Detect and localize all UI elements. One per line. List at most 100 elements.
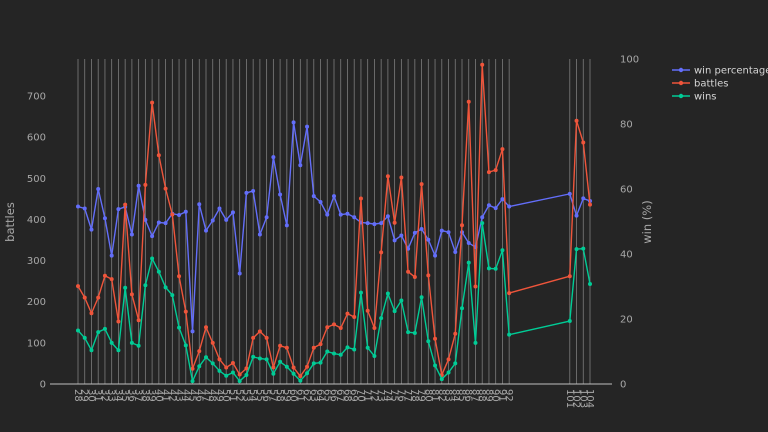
data-point (352, 347, 357, 352)
data-point (433, 253, 438, 258)
data-point (500, 248, 505, 253)
data-point (372, 222, 377, 227)
data-point (82, 206, 87, 211)
data-point (406, 269, 411, 274)
x-tick-label: 38 (139, 389, 150, 402)
data-point (500, 197, 505, 202)
data-point (271, 365, 276, 370)
data-point (426, 237, 431, 242)
y-tick-label: 100 (27, 338, 46, 349)
data-point (271, 371, 276, 376)
data-point (177, 274, 182, 279)
data-point (480, 215, 485, 220)
data-point (325, 325, 330, 330)
data-point (486, 170, 491, 175)
x-tick-label: 44 (180, 389, 191, 402)
data-point (96, 187, 101, 191)
x-tick-label: 49 (213, 389, 224, 402)
data-point (332, 194, 336, 199)
data-point (480, 221, 485, 226)
data-point (237, 372, 242, 377)
x-tick-label: 60 (288, 389, 299, 402)
x-tick-label: 55 (254, 389, 265, 402)
data-point (311, 361, 316, 366)
data-point (102, 216, 107, 221)
data-point (574, 213, 579, 218)
series-layer (76, 62, 592, 384)
x-tick-label: 104 (584, 389, 595, 408)
data-point (150, 100, 155, 105)
data-point (358, 290, 363, 295)
data-point (460, 223, 464, 228)
data-point (237, 271, 242, 276)
grid-layer (77, 59, 591, 384)
x-tick-label: 90 (490, 389, 501, 402)
data-point (473, 340, 478, 345)
x-tick-label: 72 (368, 389, 379, 402)
legend-item[interactable]: battles (672, 79, 728, 90)
y2-tick-label: 60 (620, 185, 633, 196)
x-tick-label: 91 (496, 389, 507, 402)
y-axis-right-title: win (%) (640, 200, 654, 243)
x-tick-label: 33 (106, 389, 117, 402)
x-tick-label: 54 (247, 389, 258, 402)
data-point (96, 295, 101, 300)
x-tick-label: 88 (476, 389, 487, 402)
data-point (163, 221, 168, 226)
x-tick-label: 57 (267, 389, 278, 402)
data-point (486, 266, 491, 271)
data-point (284, 345, 289, 350)
data-point (466, 240, 471, 245)
x-tick-label: 89 (483, 389, 494, 402)
data-point (96, 330, 101, 335)
data-point (116, 319, 121, 324)
data-point (567, 191, 572, 196)
x-tick-label: 102 (571, 389, 582, 408)
legend-item[interactable]: wins (672, 92, 717, 103)
x-tick-label: 67 (335, 389, 346, 402)
data-point (129, 232, 134, 237)
data-point (82, 335, 87, 340)
data-point (338, 212, 343, 217)
data-point (385, 214, 390, 219)
y-tick-label: 200 (27, 297, 46, 308)
data-point (433, 363, 438, 368)
data-point (109, 340, 114, 345)
data-point (581, 140, 586, 145)
data-point (588, 202, 592, 207)
data-point (493, 168, 498, 173)
data-point (318, 360, 323, 365)
x-tick-label: 58 (274, 389, 285, 402)
data-point (291, 120, 296, 125)
y-tick-label: 700 (27, 92, 46, 103)
x-tick-label: 45 (187, 389, 198, 402)
data-point (385, 291, 390, 296)
data-point (372, 354, 377, 359)
x-tick-label: 81 (429, 389, 440, 402)
data-point (217, 368, 222, 373)
data-point (318, 342, 323, 347)
data-point (466, 99, 471, 104)
legend-item[interactable]: win percentage (672, 66, 768, 77)
data-point (278, 343, 283, 348)
data-point (365, 345, 370, 350)
data-point (197, 202, 202, 207)
data-point (278, 359, 283, 364)
data-point (291, 371, 296, 376)
x-tick-label: 68 (341, 389, 352, 402)
legend[interactable]: win percentage battles wins (672, 66, 768, 103)
data-point (332, 351, 336, 356)
data-point (271, 155, 276, 160)
x-tick-label: 32 (99, 389, 110, 402)
data-point (156, 269, 161, 274)
x-tick-label: 78 (409, 389, 420, 402)
x-tick-label: 35 (119, 389, 130, 402)
x-tick-label: 65 (321, 389, 332, 402)
y2-tick-label: 100 (620, 55, 639, 66)
x-tick-label: 101 (564, 389, 575, 408)
data-point (237, 379, 242, 384)
data-point (325, 349, 330, 354)
legend-label: win percentage (694, 66, 768, 77)
data-point (574, 118, 579, 123)
